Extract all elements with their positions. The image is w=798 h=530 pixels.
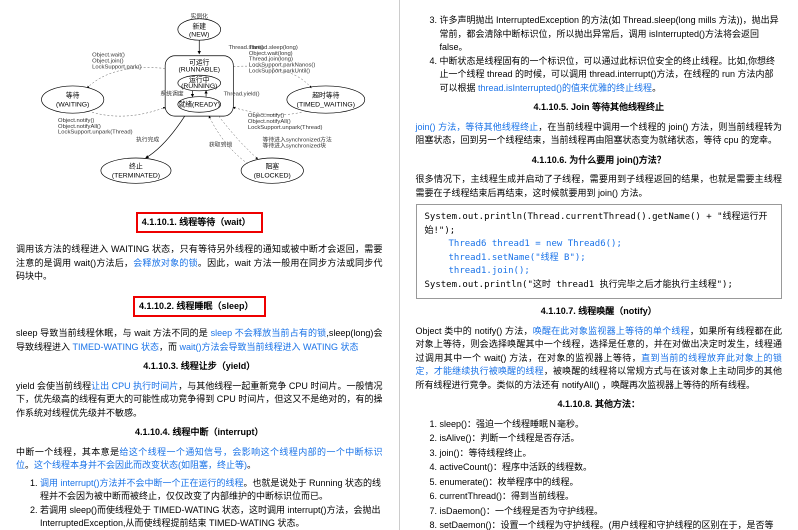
p-yield: yield 会使当前线程让出 CPU 执行时间片，与其他线程一起重新竞争 CPU… <box>16 380 383 421</box>
code: System.out.println("这时 thread1 执行完毕之后才能执… <box>425 279 774 293</box>
list-item: 中断状态是线程固有的一个标识位，可以通过此标识位安全的终止线程。比如,你想终止一… <box>440 55 783 96</box>
svg-text:等待: 等待 <box>66 91 80 100</box>
code: thread1.setName("线程 B"); <box>425 252 774 266</box>
section-4-1-10-2: 4.1.10.2. 线程睡眠（sleep） <box>16 290 383 322</box>
p-notify: Object 类中的 notify() 方法，唤醒在此对象监视器上等待的单个线程… <box>416 325 783 393</box>
interrupt-list: 调用 interrupt()方法并不会中断一个正在运行的线程。也就是说处于 Ru… <box>16 477 383 530</box>
svg-text:执行完成: 执行完成 <box>136 135 159 143</box>
list-item: 调用 interrupt()方法并不会中断一个正在运行的线程。也就是说处于 Ru… <box>40 477 383 504</box>
section-4-1-10-5: 4.1.10.5. Join 等待其他线程终止 <box>416 101 783 115</box>
svg-text:就绪(READY): 就绪(READY) <box>178 99 220 108</box>
svg-text:(WAITING): (WAITING) <box>56 101 89 108</box>
svg-text:阻塞: 阻塞 <box>265 162 279 171</box>
list-item: join()：等待线程终止。 <box>440 447 783 461</box>
section-4-1-10-6: 4.1.10.6. 为什么要用 join()方法？ <box>416 154 783 168</box>
section-4-1-10-4: 4.1.10.4. 线程中断（interrupt） <box>16 426 383 440</box>
code: thread1.join(); <box>425 265 774 279</box>
svg-text:可运行: 可运行 <box>189 58 210 67</box>
left-page: 实例化 新建(NEW) Thread.start() 可运行(RUNNABLE)… <box>0 0 400 530</box>
code: Thread6 thread1 = new Thread6(); <box>425 238 774 252</box>
list-item: currentThread()：得到当前线程。 <box>440 490 783 504</box>
svg-text:(TERMINATED): (TERMINATED) <box>112 172 160 179</box>
p-interrupt: 中断一个线程，其本意是给这个线程一个通知信号，会影响这个线程内部的一个中断标识位… <box>16 446 383 473</box>
list-item: isAlive()：判断一个线程是否存活。 <box>440 432 783 446</box>
list-item: activeCount()：程序中活跃的线程数。 <box>440 461 783 475</box>
interrupt-list-cont: 许多声明抛出 InterruptedException 的方法(如 Thread… <box>416 14 783 95</box>
method-list: sleep()：强迫一个线程睡眠Ｎ毫秒。 isAlive()：判断一个线程是否存… <box>416 418 783 530</box>
list-item: sleep()：强迫一个线程睡眠Ｎ毫秒。 <box>440 418 783 432</box>
svg-text:(NEW): (NEW) <box>189 31 209 38</box>
svg-text:LockSupport.park(): LockSupport.park() <box>92 64 142 70</box>
code: System.out.println(Thread.currentThread(… <box>425 211 774 238</box>
list-item: enumerate()：枚举程序中的线程。 <box>440 476 783 490</box>
list-item: setDaemon()：设置一个线程为守护线程。(用户线程和守护线程的区别在于，… <box>440 519 783 530</box>
svg-text:新建: 新建 <box>192 22 206 31</box>
thread-state-diagram: 实例化 新建(NEW) Thread.start() 可运行(RUNNABLE)… <box>16 10 383 195</box>
svg-text:超时等待: 超时等待 <box>312 91 339 100</box>
svg-text:Thread.yield(): Thread.yield() <box>224 92 260 98</box>
p-why-join: 很多情况下，主线程生成并启动了子线程，需要用到子线程返回的结果，也就是需要主线程… <box>416 173 783 200</box>
svg-text:(TIMED_WAITING): (TIMED_WAITING) <box>297 101 355 108</box>
svg-text:等待进入synchronized块: 等待进入synchronized块 <box>263 141 327 149</box>
svg-text:(BLOCKED): (BLOCKED) <box>254 172 291 179</box>
p-sleep: sleep 导致当前线程休眠，与 wait 方法不同的是 sleep 不会释放当… <box>16 327 383 354</box>
svg-text:(RUNNING): (RUNNING) <box>181 83 217 90</box>
document: 实例化 新建(NEW) Thread.start() 可运行(RUNNABLE)… <box>0 0 798 530</box>
list-item: isDaemon()：一个线程是否为守护线程。 <box>440 505 783 519</box>
list-item: 许多声明抛出 InterruptedException 的方法(如 Thread… <box>440 14 783 55</box>
svg-text:(RUNNABLE): (RUNNABLE) <box>178 66 220 73</box>
right-page: 许多声明抛出 InterruptedException 的方法(如 Thread… <box>400 0 798 530</box>
svg-text:LockSupport.unpark(Thread): LockSupport.unpark(Thread) <box>248 125 323 131</box>
section-4-1-10-7: 4.1.10.7. 线程唤醒（notify） <box>416 305 783 319</box>
section-4-1-10-3: 4.1.10.3. 线程让步（yield） <box>16 360 383 374</box>
list-item: 若调用 sleep()而使线程处于 TIMED-WATING 状态，这时调用 i… <box>40 504 383 530</box>
code-box: System.out.println(Thread.currentThread(… <box>416 204 783 299</box>
svg-text:LockSupport.unpark(Thread): LockSupport.unpark(Thread) <box>58 130 133 136</box>
svg-text:系统调度: 系统调度 <box>160 90 183 98</box>
svg-text:等待进入synchronized方法: 等待进入synchronized方法 <box>263 135 332 143</box>
p-join: join() 方法，等待其他线程终止，在当前线程中调用一个线程的 join() … <box>416 121 783 148</box>
svg-text:LockSupport.parkUntil(): LockSupport.parkUntil() <box>249 68 310 74</box>
svg-text:获取到锁: 获取到锁 <box>209 140 232 148</box>
section-4-1-10-8: 4.1.10.8. 其他方法： <box>416 398 783 412</box>
p-wait: 调用该方法的线程进入 WAITING 状态，只有等待另外线程的通知或被中断才会返… <box>16 243 383 284</box>
section-4-1-10-1: 4.1.10.1. 线程等待（wait） <box>16 206 383 238</box>
svg-text:终止: 终止 <box>129 162 143 171</box>
